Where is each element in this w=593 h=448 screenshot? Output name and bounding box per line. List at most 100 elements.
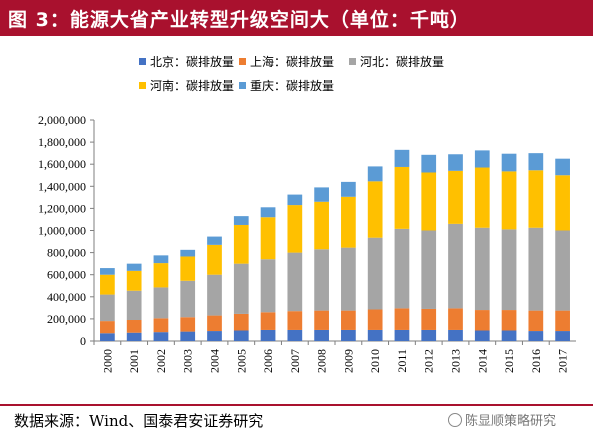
legend-swatch-1	[239, 58, 246, 65]
bar-2016-s2	[528, 227, 544, 311]
bar-2008-s0	[314, 329, 329, 341]
bar-2004-s3	[207, 244, 222, 275]
bar-2001-s4	[126, 263, 142, 271]
legend-label-3: 河南：碳排放量	[150, 78, 234, 93]
y-tick-label: 200,000	[47, 312, 86, 326]
watermark: 陈显顺策略研究	[448, 410, 556, 429]
bar-2014-s0	[474, 330, 490, 341]
x-tick-label-2014: 2014	[475, 349, 489, 373]
bar-2010-s3	[367, 181, 383, 238]
y-tick-label: 400,000	[47, 290, 86, 304]
bar-2001-s0	[126, 332, 142, 341]
bar-2005-s1	[233, 313, 249, 331]
x-tick-label-2011: 2011	[395, 349, 409, 373]
legend-swatch-3	[139, 82, 146, 89]
x-tick-label-2008: 2008	[315, 349, 329, 373]
bars	[100, 149, 570, 341]
y-tick-label: 1,000,000	[38, 224, 86, 238]
bar-2014-s2	[474, 227, 490, 311]
title-bar: 图 3：能源大省产业转型升级空间大（单位：千吨）	[0, 0, 593, 36]
bar-2014-s4	[474, 150, 490, 168]
y-tick-label: 1,400,000	[38, 179, 86, 193]
source-note: 数据来源：Wind、国泰君安证券研究	[14, 412, 264, 430]
bar-2013-s2	[448, 223, 463, 309]
bar-2010-s4	[367, 166, 383, 182]
bar-2013-s0	[448, 329, 463, 341]
axes: 0 200,000 400,000 600,000 800,000 1,000,000 1,…	[38, 113, 576, 348]
bar-2011-s4	[394, 149, 410, 167]
bar-2000-s1	[100, 321, 115, 334]
bar-2013-s3	[448, 170, 463, 224]
watermark-text: 陈显顺策略研究	[465, 414, 557, 429]
x-tick-label-2016: 2016	[529, 349, 543, 373]
legend-label-2: 河北：碳排放量	[360, 54, 444, 69]
bar-2007-s4	[287, 194, 303, 206]
bar-2016-s1	[528, 310, 544, 332]
bar-2015-s3	[501, 171, 517, 230]
bar-2005-s0	[233, 330, 249, 341]
bar-2012-s4	[421, 154, 437, 173]
bar-2013-s1	[448, 308, 463, 330]
bar-2015-s0	[501, 330, 517, 341]
bar-2017-s3	[555, 175, 570, 231]
legend-label-4: 重庆：碳排放量	[250, 78, 334, 93]
bar-2003-s0	[180, 331, 196, 341]
y-tick-label: 800,000	[47, 246, 86, 260]
x-tick-label-2001: 2001	[127, 349, 141, 373]
bar-2017-s2	[555, 230, 570, 311]
bar-2017-s0	[555, 331, 570, 341]
bar-2014-s1	[474, 310, 490, 331]
x-tick-label-2003: 2003	[181, 349, 195, 373]
bar-2009-s3	[341, 196, 356, 248]
legend-label-1: 上海：碳排放量	[250, 54, 334, 69]
bar-2016-s4	[528, 153, 544, 171]
bar-2001-s2	[126, 290, 142, 321]
x-tick-label-2007: 2007	[288, 349, 302, 373]
bar-2008-s4	[314, 187, 329, 202]
x-tick-label-2002: 2002	[154, 349, 168, 373]
bar-2006-s0	[260, 329, 276, 341]
wechat-icon	[448, 413, 462, 427]
y-tick-label: 0	[80, 334, 86, 348]
bar-2010-s1	[367, 309, 383, 330]
bar-2000-s2	[100, 294, 115, 322]
bar-2012-s3	[421, 172, 437, 231]
bar-2007-s2	[287, 252, 303, 312]
bar-2011-s2	[394, 228, 410, 309]
bar-2017-s1	[555, 310, 570, 332]
x-tick-labels: 2000 2001 2002 2003 2004 2005 2006 2007 2008 2009…	[100, 349, 569, 373]
bar-2012-s1	[421, 308, 437, 330]
x-tick-label-2013: 2013	[449, 349, 463, 373]
bar-2013-s4	[448, 154, 463, 171]
bar-2009-s0	[341, 329, 356, 341]
legend-swatch-0	[139, 58, 146, 65]
bar-2009-s4	[341, 181, 356, 197]
bar-2012-s2	[421, 230, 437, 309]
x-tick-label-2009: 2009	[341, 349, 355, 373]
x-tick-label-2006: 2006	[261, 349, 275, 373]
legend-label-0: 北京：碳排放量	[150, 54, 234, 69]
y-tick-label: 2,000,000	[38, 113, 86, 127]
bar-2004-s0	[207, 331, 222, 341]
legend-swatch-2	[349, 58, 356, 65]
bar-2015-s4	[501, 153, 517, 172]
bar-2000-s4	[100, 268, 115, 275]
bar-2005-s2	[233, 263, 249, 314]
bar-2005-s3	[233, 224, 249, 264]
bar-2000-s0	[100, 333, 115, 341]
x-tick-label-2012: 2012	[422, 349, 436, 373]
bar-2003-s4	[180, 249, 196, 257]
bar-2015-s1	[501, 310, 517, 331]
bar-2008-s3	[314, 201, 329, 250]
bar-2016-s3	[528, 170, 544, 228]
bar-2003-s3	[180, 256, 196, 281]
x-tick-label-2000: 2000	[100, 349, 114, 373]
x-tick-label-2004: 2004	[208, 349, 222, 373]
bar-2004-s2	[207, 274, 222, 316]
bar-2017-s4	[555, 158, 570, 176]
bar-2010-s0	[367, 329, 383, 341]
bar-2007-s1	[287, 311, 303, 330]
bar-2006-s3	[260, 217, 276, 260]
